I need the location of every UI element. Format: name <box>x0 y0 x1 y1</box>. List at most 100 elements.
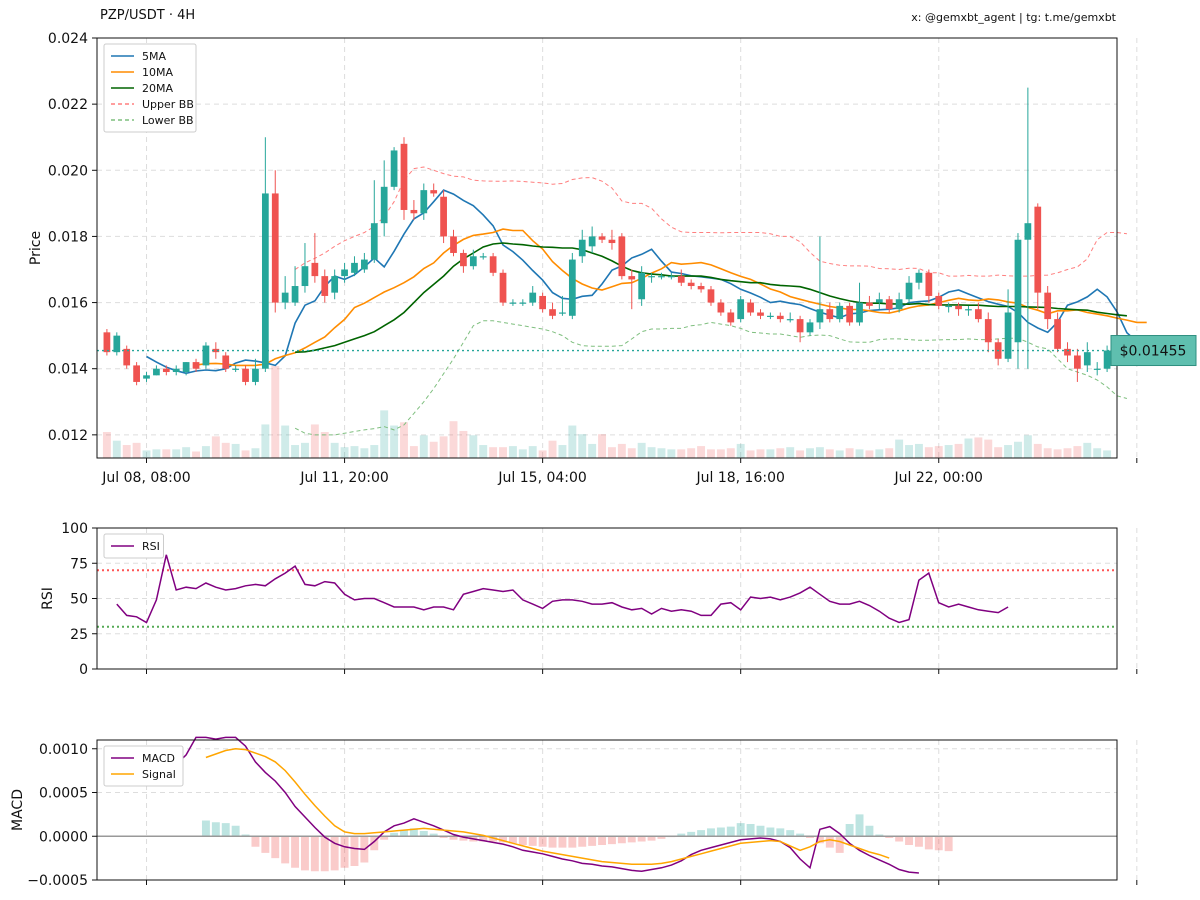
candle <box>945 302 953 313</box>
volume-bar <box>944 445 953 458</box>
candle-body <box>153 368 160 376</box>
candle-body <box>776 315 784 320</box>
candle <box>856 282 863 326</box>
candle-body <box>1004 312 1012 359</box>
candle <box>776 312 784 323</box>
histogram-bar <box>528 836 537 846</box>
volume-bar <box>192 451 200 458</box>
candle <box>796 315 804 343</box>
histogram-bar <box>231 825 240 837</box>
candle <box>430 183 438 197</box>
histogram-bar <box>697 830 706 837</box>
x-tick-label: Jul 22, 00:00 <box>894 470 983 486</box>
volume-bar <box>508 446 517 458</box>
volume-bar <box>281 425 290 458</box>
volume-bar <box>221 442 230 458</box>
volume-bar <box>211 436 220 458</box>
volume-bar <box>954 443 963 458</box>
volume-bar <box>241 450 250 458</box>
candle-body <box>430 190 438 194</box>
candle <box>311 233 319 283</box>
candle-body <box>974 309 982 320</box>
histogram-bar <box>786 830 795 837</box>
volume-bar <box>419 435 428 458</box>
candle-body <box>1083 352 1091 366</box>
legend-label: 20MA <box>142 82 173 95</box>
candle-body <box>212 348 220 353</box>
candle-body <box>331 276 339 293</box>
candle <box>925 269 933 303</box>
histogram-bar <box>578 836 587 847</box>
candle <box>271 170 279 313</box>
candle <box>123 345 131 369</box>
volume-bar <box>1053 449 1062 458</box>
credit-text: x: @gemxbt_agent | tg: t.me/gemxbt <box>911 11 1116 24</box>
candle <box>568 252 576 320</box>
volume-bar <box>558 445 567 458</box>
candle-body <box>281 292 289 303</box>
histogram-bar <box>330 836 339 871</box>
candle <box>687 279 695 290</box>
candle <box>529 286 537 306</box>
volume-bar <box>736 443 745 458</box>
volume-bar <box>1014 441 1022 458</box>
candle-body <box>608 239 616 244</box>
volume-bar <box>746 450 755 458</box>
candle-body <box>1054 319 1061 349</box>
candle <box>974 302 982 323</box>
histogram-bar <box>508 836 517 844</box>
candle-body <box>578 239 586 257</box>
volume-bar <box>835 450 844 458</box>
legend-label: 5MA <box>142 50 166 63</box>
volume-bar <box>657 448 666 458</box>
grid-lines <box>97 527 1138 670</box>
candle <box>162 365 170 376</box>
candle <box>588 226 596 253</box>
candle <box>786 312 794 323</box>
volume-bar <box>994 447 1003 458</box>
candle <box>291 266 299 306</box>
candle <box>420 183 428 220</box>
histogram-bar <box>380 836 389 840</box>
candle <box>549 302 556 320</box>
histogram-bar <box>281 836 290 864</box>
histogram-bar <box>607 836 616 845</box>
y-axis-label: RSI <box>40 587 56 610</box>
volume-bar <box>499 447 507 458</box>
price-panel: 0.012 0.014 0.016 0.018 0.020 0.022 0.024 Price… <box>28 31 1197 486</box>
candle-body <box>222 355 230 369</box>
candle <box>222 352 230 373</box>
histogram-bar <box>310 836 319 872</box>
candle-body <box>965 309 972 311</box>
candle <box>261 137 269 373</box>
volume-bar <box>489 447 498 458</box>
candle <box>1074 348 1081 382</box>
candle <box>242 365 249 386</box>
volume-bar <box>855 449 864 458</box>
volume-bar <box>390 425 399 458</box>
y-tick-label: 0.0010 <box>39 742 88 758</box>
candle-body <box>1074 355 1081 369</box>
legend: MACD Signal <box>103 745 184 787</box>
volume-bar <box>132 442 141 458</box>
candle-body <box>370 223 378 260</box>
y-tick-label: 0.018 <box>48 229 88 245</box>
volume-bar <box>934 446 943 458</box>
current-price-label: $0.01455 <box>1120 344 1187 360</box>
candle <box>1024 87 1032 369</box>
candle <box>153 365 160 376</box>
histogram-bar <box>499 836 507 843</box>
candle-body <box>955 305 962 310</box>
candle <box>935 292 943 310</box>
candle <box>133 362 140 386</box>
candle-body <box>588 236 596 247</box>
legend-label: Signal <box>142 768 176 781</box>
candle-body <box>519 302 527 304</box>
volume-bar <box>271 366 280 458</box>
candle-body <box>291 286 299 303</box>
candle-body <box>677 276 685 283</box>
volume-bar <box>607 447 616 458</box>
candle-body <box>242 368 249 382</box>
candle <box>994 338 1002 366</box>
candle <box>727 309 735 326</box>
